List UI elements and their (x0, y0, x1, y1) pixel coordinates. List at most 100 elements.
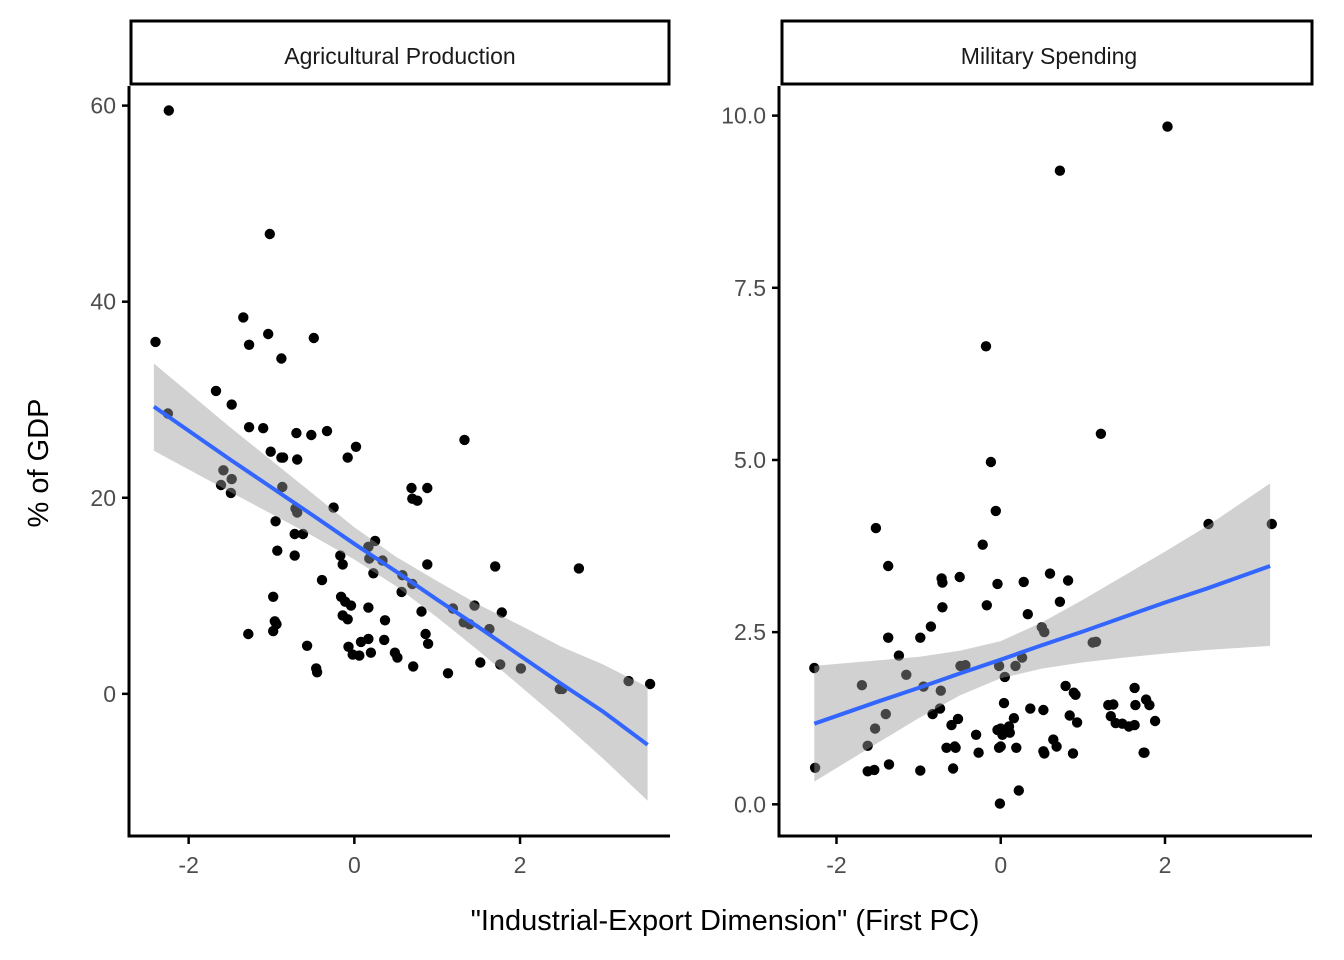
data-point (369, 535, 381, 547)
data-point (1070, 689, 1081, 700)
data-point (301, 640, 313, 651)
data-point (960, 660, 971, 671)
data-point (1038, 704, 1049, 716)
data-point (1060, 680, 1071, 692)
data-point (954, 571, 965, 583)
data-point (342, 614, 353, 625)
data-point (1140, 694, 1152, 705)
data-point (379, 634, 390, 646)
data-point (1108, 699, 1119, 710)
data-point (337, 559, 348, 570)
data-point (901, 669, 912, 680)
regression-line (813, 564, 1271, 726)
y-tick-label: 60 (90, 93, 116, 119)
data-point (934, 703, 946, 714)
data-point (990, 505, 1001, 517)
data-point (1062, 575, 1074, 586)
data-point (268, 625, 279, 637)
data-point (306, 429, 317, 441)
data-point (243, 422, 255, 433)
data-point (1129, 682, 1140, 694)
data-point (1025, 703, 1036, 714)
data-point (985, 456, 997, 468)
data-point (350, 441, 362, 452)
data-point (363, 633, 374, 645)
data-point (947, 763, 959, 774)
data-point (379, 615, 391, 626)
data-point (1162, 121, 1173, 132)
panel-military-spending: Military Spending 0.0 2.5 5.0 7.5 10.0 -2 0 2 (721, 19, 1314, 878)
data-point (354, 650, 365, 661)
data-point (1044, 568, 1056, 579)
data-point (992, 578, 1003, 590)
x-tick-label: -2 (826, 852, 846, 878)
data-point (292, 454, 303, 465)
data-point (416, 606, 427, 617)
data-point (999, 671, 1010, 683)
data-point (1011, 742, 1022, 753)
data-point (276, 353, 287, 364)
data-point (937, 577, 948, 588)
data-point (215, 479, 227, 491)
strip-box (129, 19, 671, 86)
data-point (496, 607, 507, 618)
data-point (862, 740, 873, 751)
data-point (970, 729, 982, 740)
y-tick-label: 7.5 (734, 275, 766, 301)
data-point (292, 507, 303, 518)
data-point (1008, 713, 1020, 724)
x-tick-label: 0 (994, 852, 1007, 878)
data-point (980, 341, 992, 352)
data-point (998, 697, 1010, 709)
data-point (459, 434, 470, 446)
data-point (1110, 717, 1121, 729)
x-tick-label: 0 (348, 852, 361, 878)
data-point (268, 591, 279, 602)
data-point (573, 563, 585, 574)
data-point (225, 487, 237, 499)
data-point (644, 678, 656, 690)
data-point (442, 668, 454, 679)
data-point (163, 105, 174, 116)
data-point (321, 425, 333, 437)
data-point (869, 723, 881, 734)
data-point (973, 747, 984, 758)
data-point (1018, 576, 1029, 588)
data-point (258, 423, 269, 434)
data-point (297, 528, 309, 540)
data-point (893, 650, 905, 661)
data-point (311, 667, 323, 678)
x-axis-title: "Industrial-Export Dimension" (First PC) (471, 905, 980, 937)
data-point (1203, 518, 1214, 530)
data-point (1095, 428, 1107, 439)
data-point (915, 632, 926, 643)
data-point (1067, 748, 1079, 759)
data-point (623, 675, 634, 687)
data-point (422, 559, 433, 570)
data-point (412, 495, 423, 506)
data-point (935, 685, 946, 696)
data-point (289, 528, 300, 540)
data-point (389, 647, 401, 658)
data-point (1138, 747, 1149, 758)
data-point (150, 336, 161, 348)
data-point (368, 568, 379, 579)
data-point (277, 481, 288, 493)
data-point (263, 328, 274, 340)
data-point (1039, 626, 1050, 638)
panel-agricultural-production: Agricultural Production 0 20 40 60 -2 0 2 (90, 19, 671, 878)
data-point (218, 465, 229, 476)
data-point (937, 602, 948, 613)
data-point (408, 661, 419, 672)
data-point (915, 765, 926, 776)
data-point (862, 766, 873, 777)
strip-title: Agricultural Production (284, 43, 515, 69)
y-axis-title: % of GDP (23, 399, 55, 528)
data-point (363, 602, 374, 613)
data-point (856, 680, 868, 691)
data-point (883, 560, 894, 572)
data-point (406, 482, 417, 494)
data-point (272, 545, 283, 556)
data-point (210, 385, 222, 397)
